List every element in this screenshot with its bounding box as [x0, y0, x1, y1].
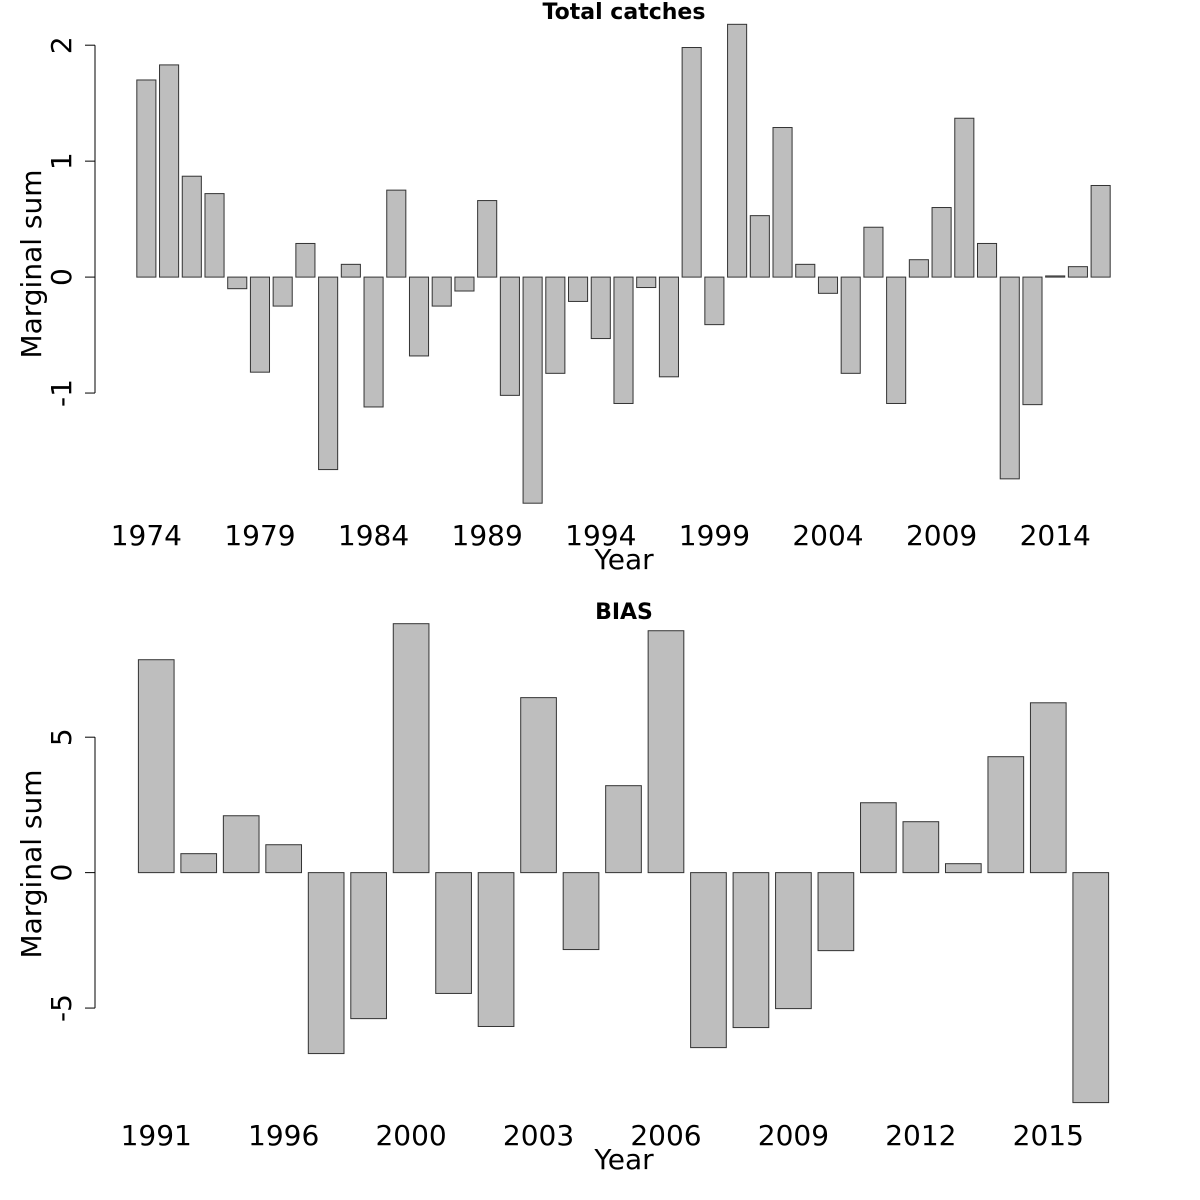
x-tick-label: 2009 — [906, 519, 977, 552]
x-axis-label: Year — [593, 1143, 654, 1176]
y-tick-label: -1 — [45, 379, 78, 407]
bar — [605, 785, 642, 874]
x-tick-label: 2000 — [375, 1119, 446, 1152]
x-axis-label: Year — [593, 543, 654, 576]
x-tick-label: 2014 — [1020, 519, 1091, 552]
bar — [350, 872, 387, 1020]
chart-title: BIAS — [595, 600, 653, 625]
bar — [295, 242, 316, 278]
bar — [386, 189, 407, 278]
bar — [1029, 702, 1067, 874]
y-axis-label: Marginal sum — [15, 169, 48, 358]
bar — [772, 127, 793, 278]
bar — [613, 276, 634, 404]
bar — [902, 821, 940, 874]
x-tick-label: 1989 — [452, 519, 523, 552]
bar — [775, 872, 812, 1010]
x-tick-label: 1984 — [338, 519, 409, 552]
x-tick-label: 2012 — [885, 1119, 956, 1152]
bar — [590, 276, 611, 340]
bar — [863, 226, 884, 278]
bar — [307, 872, 345, 1055]
bar — [180, 853, 218, 874]
bar — [265, 844, 303, 874]
bar — [954, 117, 975, 278]
y-tick-label: 2 — [45, 36, 78, 54]
y-tick-label: 5 — [45, 728, 78, 746]
y-tick-label: 0 — [45, 864, 78, 882]
x-tick-label: 2003 — [503, 1119, 574, 1152]
bar — [886, 276, 907, 404]
bar — [408, 276, 430, 357]
bar — [204, 193, 225, 278]
x-tick-label: 1974 — [111, 519, 182, 552]
bar — [987, 756, 1025, 874]
bar — [568, 276, 589, 302]
bar — [908, 259, 929, 278]
bar — [392, 623, 430, 874]
bar — [999, 276, 1020, 480]
bar — [658, 276, 679, 378]
bar — [1072, 872, 1110, 1104]
bar — [732, 872, 770, 1029]
bar — [681, 47, 702, 278]
bar — [222, 815, 260, 874]
bar — [522, 276, 543, 504]
bar — [435, 872, 472, 994]
x-tick-label: 1979 — [224, 519, 295, 552]
bar — [431, 276, 452, 307]
bar — [704, 276, 725, 326]
bar — [690, 872, 727, 1049]
x-tick-label: 2004 — [792, 519, 863, 552]
bar — [931, 207, 952, 278]
bar — [1067, 266, 1088, 278]
x-tick-label: 1991 — [121, 1119, 192, 1152]
bar — [817, 872, 855, 952]
bar — [454, 276, 475, 292]
bar — [647, 630, 685, 874]
chart-title: Total catches — [543, 0, 706, 25]
bar — [636, 276, 657, 289]
bar — [136, 79, 157, 278]
x-tick-label: 1994 — [565, 519, 636, 552]
bar — [944, 863, 982, 874]
x-tick-label: 1999 — [679, 519, 750, 552]
bar — [137, 659, 175, 874]
bar — [795, 263, 816, 278]
bar — [817, 276, 839, 294]
x-tick-label: 1996 — [248, 1119, 319, 1152]
bar — [477, 200, 498, 278]
bar — [545, 276, 566, 374]
bar — [1090, 184, 1111, 278]
bar — [477, 872, 515, 1027]
bar — [860, 802, 897, 874]
y-tick-label: 1 — [45, 152, 78, 170]
bar — [727, 23, 748, 278]
bar — [363, 276, 384, 408]
bar — [840, 276, 861, 374]
x-tick-label: 2009 — [758, 1119, 829, 1152]
bar — [181, 175, 202, 278]
bar — [318, 276, 339, 471]
bar — [749, 215, 770, 278]
x-tick-label: 2006 — [630, 1119, 701, 1152]
bar — [1045, 275, 1066, 278]
bar — [249, 276, 271, 373]
bar — [499, 276, 520, 396]
y-tick-label: 0 — [45, 268, 78, 286]
y-axis-label: Marginal sum — [15, 769, 48, 958]
bar — [340, 263, 361, 278]
bar — [272, 276, 293, 307]
bar — [520, 697, 557, 874]
bar — [562, 872, 600, 951]
bar — [1022, 276, 1043, 406]
y-tick-label: -5 — [45, 994, 78, 1022]
x-tick-label: 2015 — [1013, 1119, 1084, 1152]
bar — [227, 276, 248, 290]
bar — [976, 242, 998, 278]
bar — [159, 64, 180, 278]
